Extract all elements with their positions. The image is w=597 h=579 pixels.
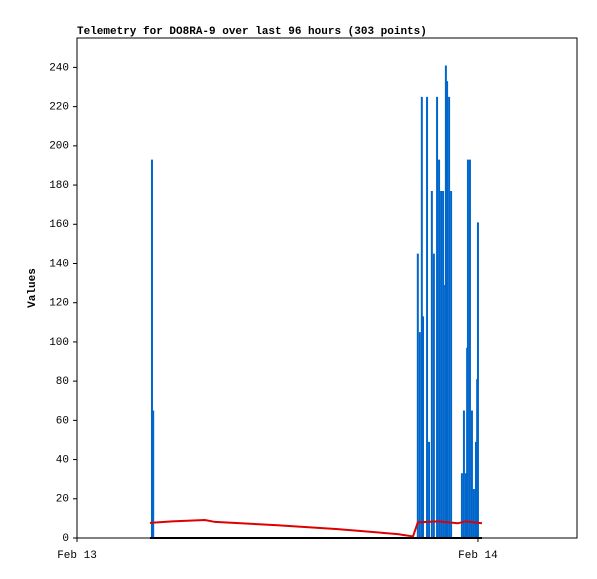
y-tick-label: 0 <box>62 533 69 545</box>
y-tick-label: 180 <box>49 180 69 192</box>
x-tick-label: Feb 14 <box>458 550 498 562</box>
y-tick-label: 40 <box>56 454 69 466</box>
y-tick-label: 80 <box>56 376 69 388</box>
y-tick-label: 220 <box>49 102 69 114</box>
y-tick-label: 60 <box>56 415 69 427</box>
y-tick-label: 20 <box>56 494 69 506</box>
y-axis-label: Values <box>27 268 39 308</box>
y-tick-label: 100 <box>49 337 69 349</box>
y-tick-label: 120 <box>49 298 69 310</box>
y-tick-label: 240 <box>49 62 69 74</box>
chart-title: Telemetry for DO8RA-9 over last 96 hours… <box>77 26 427 38</box>
y-tick-label: 160 <box>49 219 69 231</box>
y-tick-label: 140 <box>49 258 69 270</box>
series-line <box>149 518 483 538</box>
y-tick-label: 200 <box>49 141 69 153</box>
x-tick-label: Feb 13 <box>57 550 97 562</box>
